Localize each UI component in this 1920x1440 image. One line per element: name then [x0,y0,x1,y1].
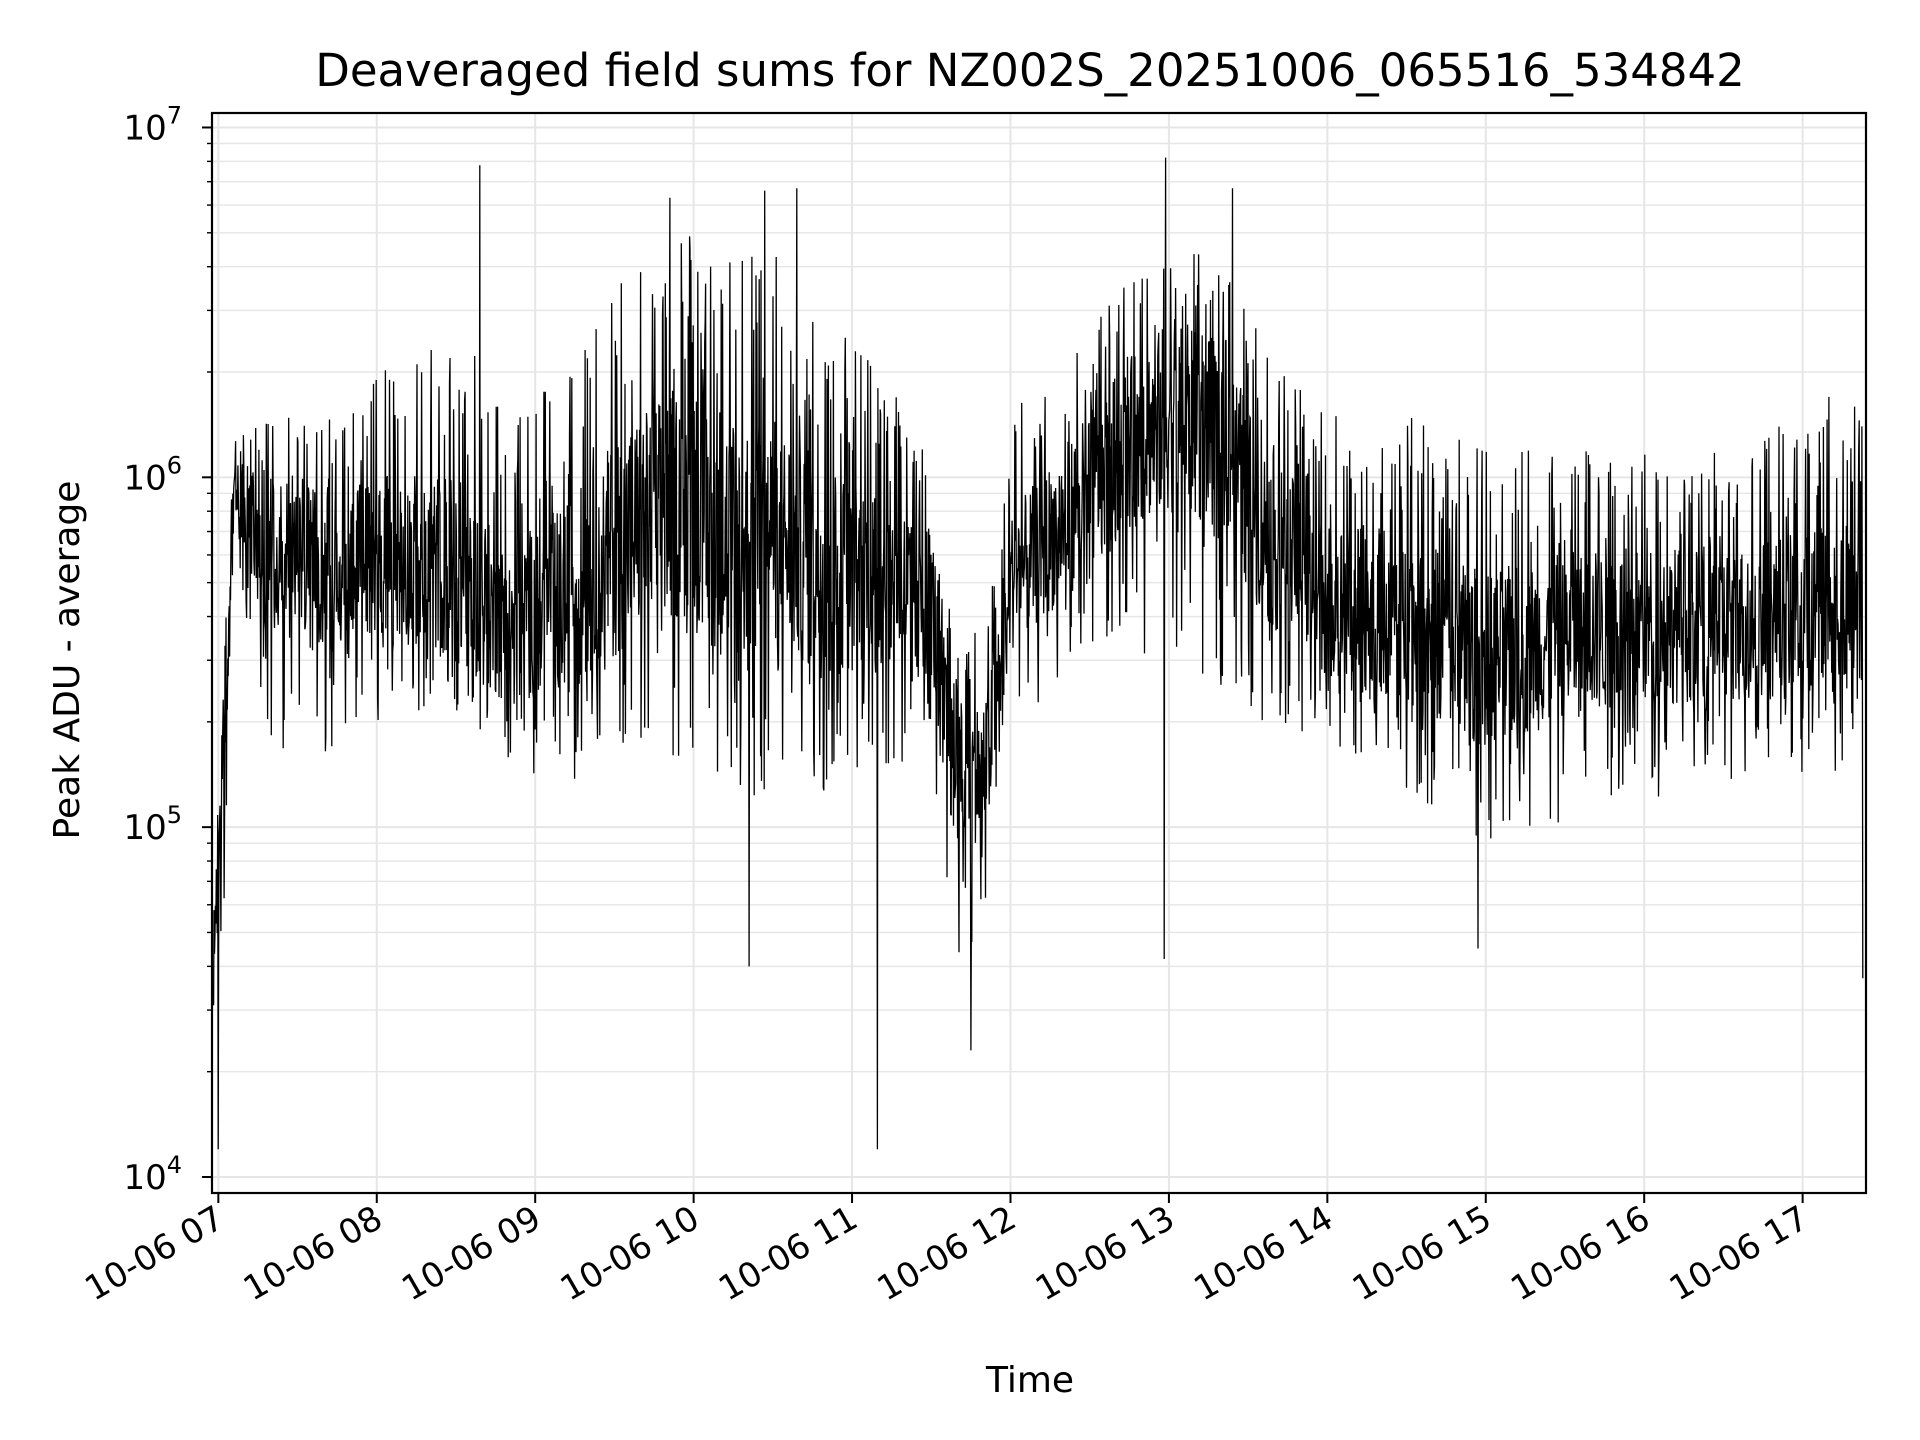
y-tick-base: 10 [123,1158,166,1198]
y-tick-base: 10 [123,458,166,498]
y-tick-label: 107 [123,101,182,148]
y-tick-exponent: 4 [167,1151,182,1179]
data-series [212,157,1864,1150]
chart-title: Deaveraged field sums for NZ002S_2025100… [315,44,1745,97]
y-tick-exponent: 7 [167,101,182,129]
y-tick-base: 10 [123,108,166,148]
y-tick-label: 105 [123,801,182,848]
y-tick-exponent: 6 [167,451,182,479]
y-tick-label: 104 [123,1151,182,1198]
y-tick-exponent: 5 [167,801,182,829]
plot-frame [210,111,1868,1195]
y-tick-base: 10 [123,808,166,848]
series-line [212,157,1864,1150]
y-tick-label: 106 [123,451,182,498]
y-axis-label: Peak ADU - average [47,481,88,840]
x-axis-label: Time [985,1360,1074,1401]
